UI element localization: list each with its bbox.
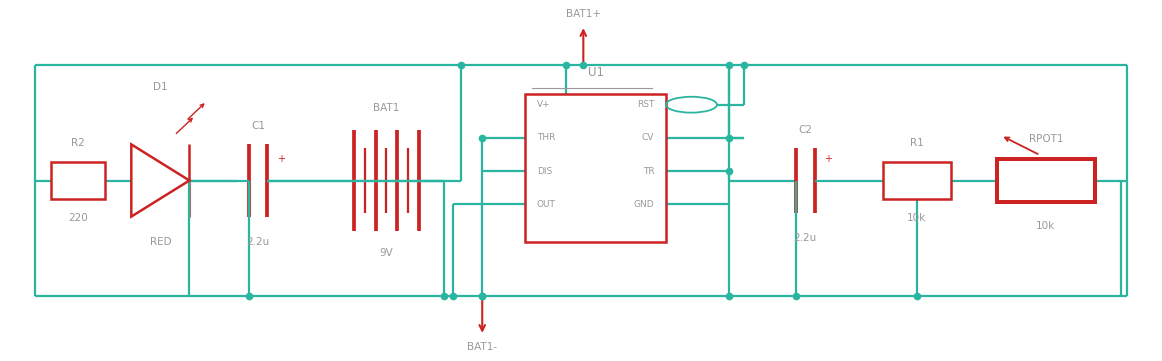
Text: BAT1-: BAT1- <box>467 342 497 352</box>
Text: 2.2u: 2.2u <box>794 233 817 243</box>
Text: TR: TR <box>643 167 654 175</box>
Bar <box>525 94 666 242</box>
Text: R2: R2 <box>71 138 85 148</box>
Text: +: + <box>825 154 832 164</box>
Text: OUT: OUT <box>537 200 555 209</box>
Text: BAT1: BAT1 <box>373 103 400 113</box>
Text: C1: C1 <box>251 121 265 131</box>
Text: RED: RED <box>150 237 171 247</box>
Text: U1: U1 <box>588 66 603 79</box>
Bar <box>997 159 1095 202</box>
Polygon shape <box>131 144 189 217</box>
Text: C2: C2 <box>798 125 812 135</box>
Text: V+: V+ <box>537 100 551 109</box>
Text: RST: RST <box>637 100 654 109</box>
Text: 2.2u: 2.2u <box>246 237 270 247</box>
Text: 220: 220 <box>69 213 87 223</box>
Text: CV: CV <box>641 134 654 142</box>
Text: THR: THR <box>537 134 555 142</box>
Text: RPOT1: RPOT1 <box>1028 134 1063 144</box>
Bar <box>51 162 105 199</box>
Text: 10k: 10k <box>1037 221 1055 231</box>
Text: R1: R1 <box>910 138 924 148</box>
Bar <box>883 162 951 199</box>
Text: D1: D1 <box>153 82 167 92</box>
Text: BAT1+: BAT1+ <box>566 9 601 19</box>
Text: GND: GND <box>633 200 654 209</box>
Text: DIS: DIS <box>537 167 552 175</box>
Text: +: + <box>278 154 285 164</box>
Text: 9V: 9V <box>380 248 393 258</box>
Text: 10k: 10k <box>908 213 926 223</box>
